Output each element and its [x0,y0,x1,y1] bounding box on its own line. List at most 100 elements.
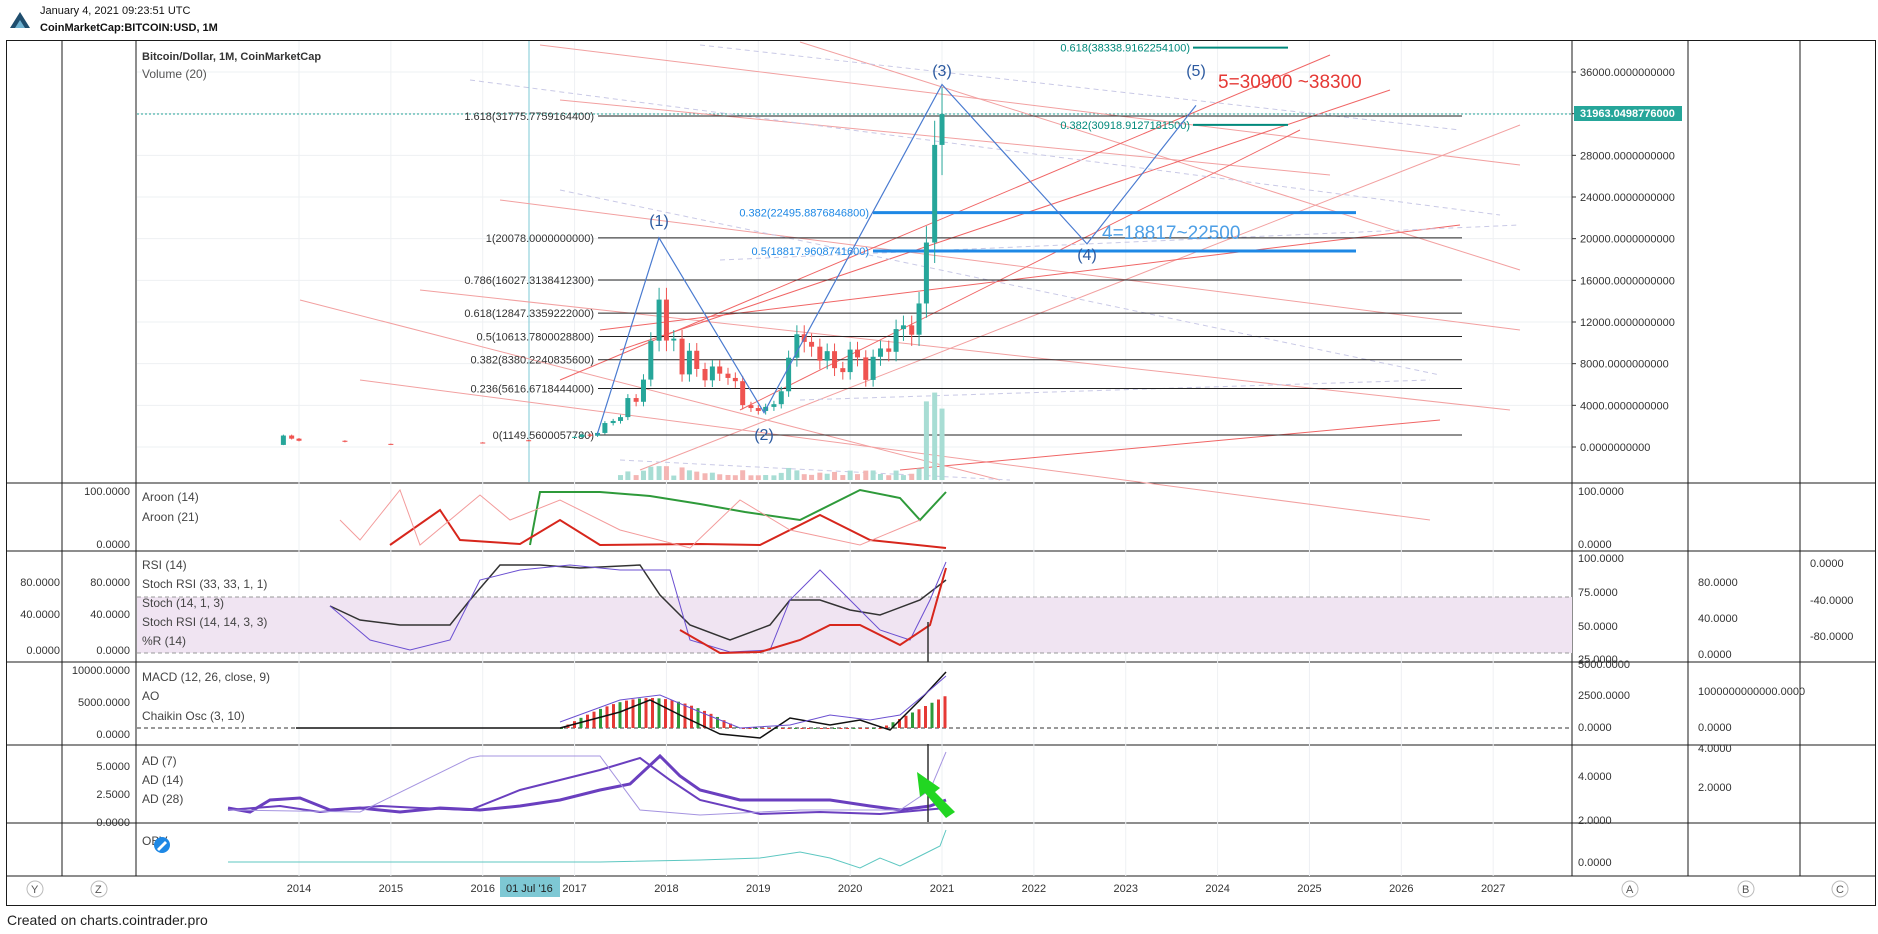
aroon-legend: Aroon (14) Aroon (21) [142,490,199,524]
rsi-right2-axis: 0.0000 [1698,649,1732,661]
fib-retracement: 1.618(31775.7759164400) 1(20078.000000000… [464,43,1462,442]
macd-histogram-bar [800,728,804,729]
time-axis-label: 2015 [379,883,403,895]
price-axis-label: 0.0000000000 [1580,442,1650,454]
time-axis-label: 2024 [1205,883,1229,895]
candle-body [709,366,715,381]
macd-right-axis: 2500.0000 [1578,690,1630,702]
macd-left-axis: 0.0000 [96,729,130,741]
channel-line [299,299,1001,481]
macd-histogram-bar [755,728,758,729]
channel-line-strong [739,129,1301,411]
channel-line [359,379,1431,521]
macd-histogram-bar [891,722,895,728]
macd-histogram-bar [826,728,830,729]
macd-histogram-bar [794,728,797,729]
wave-label: (1) [649,213,669,230]
signal-line [559,675,947,729]
macd-histogram-bar [560,728,563,729]
aroon-21-line [339,488,921,549]
channel-line-strong [599,224,1461,331]
candle-body [725,373,731,378]
cointrader-logo-icon [10,12,30,28]
channel-line [419,289,1511,411]
obv-right-axis: 0.0000 [1578,857,1612,869]
candle-body [809,341,815,347]
ad-28-line [227,751,947,816]
volume-bar [900,475,906,480]
macd-histogram-bar [852,728,856,729]
macd-histogram-bar [592,711,596,728]
ad-7-label: AD (7) [142,754,177,768]
ad-28-label: AD (28) [142,792,183,806]
aroon-21-label: Aroon (21) [142,510,199,524]
time-highlight-box [500,877,560,897]
volume-bar [863,470,869,480]
volume-bar [870,470,876,480]
rsi-label: RSI (14) [142,558,187,572]
corner-z-button[interactable]: Z [90,880,108,898]
channel-line-dashed [619,459,1011,481]
candle-body [388,443,394,445]
candle-body [939,114,945,145]
macd-histogram-bar [937,699,940,728]
fib-level-label: 0.618(12847.3359222000) [464,308,594,320]
candle-body [587,434,593,436]
candle-body [656,299,662,341]
channel-line [559,99,1331,176]
volume-bar [939,408,945,480]
price-axis-label: 36000.0000000000 [1580,67,1675,79]
price-axis-label: 28000.0000000000 [1580,150,1675,162]
chart-symbol: CoinMarketCap:BITCOIN:USD, 1M [40,22,218,34]
volume-bar [832,471,838,480]
chart-canvas[interactable]: 1.618(31775.7759164400) 1(20078.000000000… [0,0,1878,910]
svg-text:C: C [1836,884,1844,896]
macd-histogram-bar [885,725,888,728]
volume-bar [893,470,899,480]
macd-histogram-bar [651,698,654,728]
candle-body [832,351,838,369]
macd-left-axis: 10000.0000 [72,665,130,677]
macd-histogram-bar [839,728,843,729]
corner-b-button[interactable]: B [1737,880,1755,898]
macd-histogram-bar [833,728,836,729]
aroon-right-axis: 100.0000 [1578,486,1624,498]
candle-body [824,351,830,361]
fib-level-label: 0(1149.5600057780) [493,430,594,442]
candle-body [640,379,646,402]
candle-body [618,417,624,421]
volume-bar [694,471,700,480]
volume-bar [916,468,922,480]
candle-body [847,349,853,373]
macd-histogram-bar [729,723,732,728]
channel-line [639,124,1521,471]
candle-body [289,435,295,439]
macd-histogram-bar [787,728,791,729]
time-axis-label: 2019 [746,883,770,895]
fib-level-label: 0.236(5616.6718444000) [470,383,594,395]
volume-bar [847,470,853,480]
candle-body [923,242,929,304]
corner-c-button[interactable]: C [1831,880,1849,898]
macd-histogram-bar [683,703,687,728]
obv-pen-icon[interactable] [154,837,170,853]
svg-text:B: B [1742,884,1749,896]
corner-a-button[interactable]: A [1621,880,1639,898]
candle-body [602,423,608,433]
chart-header: January 4, 2021 09:23:51 UTC CoinMarketC… [0,0,1878,40]
price-label: 31963.0498776000 [1580,108,1675,120]
volume-bar [778,472,784,480]
rsi-right2-axis: 40.0000 [1698,613,1738,625]
stoch-rsi-line [329,561,947,653]
time-axis-label: 2014 [287,883,311,895]
time-axis-label: 2017 [562,883,586,895]
price-axis-label: 4000.0000000000 [1580,400,1669,412]
rsi-legend: RSI (14) Stoch RSI (33, 33, 1, 1) Stoch … [142,558,267,648]
volume-bar [932,392,938,480]
ad-14-line [227,756,947,816]
macd-histogram-bar [742,728,745,729]
corner-y-button[interactable]: Y [26,880,44,898]
target-red-annotation: 5=30900 ~38300 [1218,72,1362,93]
ad-left-axis: 0.0000 [96,817,130,829]
candle-body [572,436,578,438]
